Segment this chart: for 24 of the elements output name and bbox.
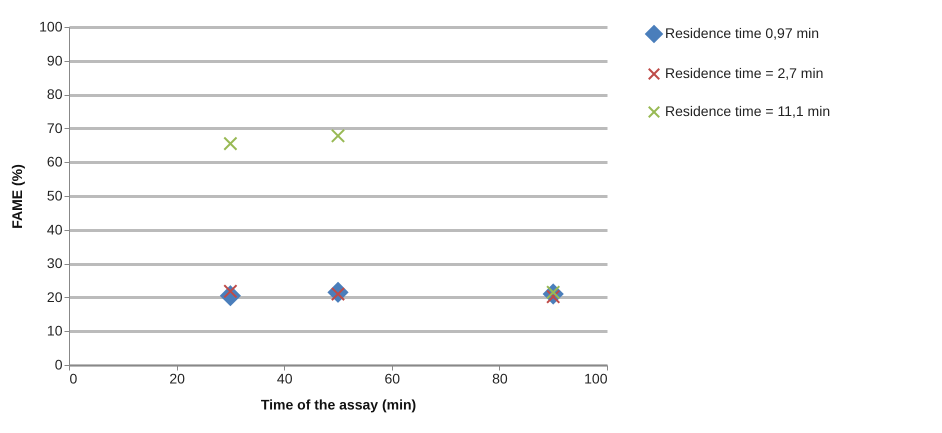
y-tick-label: 70 xyxy=(46,120,63,136)
x-tick-label: 60 xyxy=(384,370,400,386)
y-axis-title: FAME (%) xyxy=(9,164,26,229)
point xyxy=(330,128,346,143)
legend-label: Residence time 0,97 min xyxy=(665,25,820,41)
point xyxy=(223,136,238,151)
legend-label: Residence time = 2,7 min xyxy=(665,65,824,81)
x-tick-label: 100 xyxy=(584,370,608,386)
x-tick-label: 80 xyxy=(492,370,508,386)
y-tick-label: 20 xyxy=(46,288,63,305)
y-tick-label: 50 xyxy=(46,188,63,204)
y-tick-label: 40 xyxy=(46,221,63,238)
x-axis-title: Time of the assay (min) xyxy=(260,396,416,412)
y-tick-label: 0 xyxy=(54,356,63,372)
y-tick-label: 30 xyxy=(46,255,63,272)
legend-label: Residence time = 11,1 min xyxy=(665,103,830,119)
y-tick-label: 100 xyxy=(39,18,63,34)
y-tick-label: 90 xyxy=(46,52,63,68)
x-tick-label: 40 xyxy=(276,370,293,386)
x-tick-label: 0 xyxy=(70,370,78,386)
y-tick-label: 60 xyxy=(46,154,63,170)
x-tick-label: 20 xyxy=(169,370,186,386)
y-tick-label: 80 xyxy=(46,86,63,102)
y-tick-label: 10 xyxy=(46,322,63,339)
